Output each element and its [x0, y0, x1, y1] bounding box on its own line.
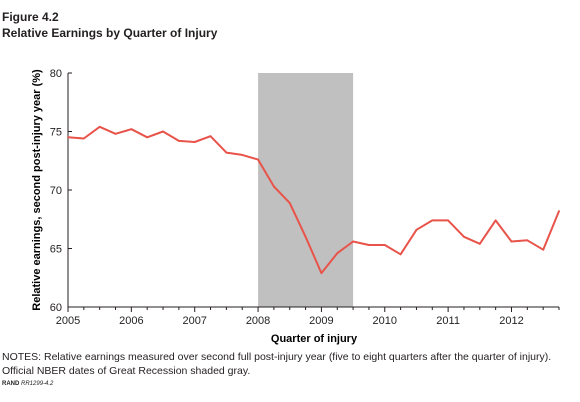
data-point — [399, 253, 402, 256]
data-point — [146, 136, 149, 139]
data-point — [336, 252, 339, 255]
plot-area: 60 65 70 75 80 2005 2006 2007 2008 2009 2010 2011 20… — [50, 68, 560, 327]
data-point — [526, 239, 529, 242]
data-point — [162, 130, 164, 133]
y-tick-label: 80 — [50, 68, 62, 80]
y-tick-label: 70 — [50, 185, 62, 197]
credit-line: RAND RR1299-4.2 — [2, 381, 53, 387]
y-axis-label: Relative earnings, second post-injury ye… — [31, 69, 43, 311]
credit-code: RR1299-4.2 — [21, 381, 54, 387]
chart-notes: NOTES: Relative earnings measured over s… — [2, 351, 552, 377]
data-point — [273, 185, 275, 188]
data-point — [257, 158, 259, 161]
x-tick-label: 2005 — [56, 315, 80, 327]
y-tick-label: 75 — [50, 127, 62, 139]
data-point — [431, 219, 434, 222]
data-point — [82, 137, 85, 140]
data-point — [241, 154, 244, 156]
data-point — [510, 240, 513, 243]
figure-label: Figure 4.2 — [2, 10, 59, 24]
data-point — [494, 219, 497, 222]
x-tick-label: 2009 — [309, 315, 333, 327]
data-point — [542, 248, 545, 251]
series-line — [67, 125, 560, 275]
data-point — [288, 201, 291, 204]
y-tick-label: 65 — [50, 244, 62, 256]
data-point — [177, 139, 180, 142]
x-tick-label: 2008 — [246, 315, 270, 327]
data-point — [415, 228, 418, 231]
data-point — [130, 128, 133, 131]
data-point — [352, 240, 354, 243]
recession-shading — [258, 73, 354, 307]
data-point — [67, 136, 69, 139]
data-point — [320, 272, 323, 274]
data-point — [193, 141, 196, 143]
figure-title: Relative Earnings by Quarter of Injury — [2, 26, 218, 40]
data-point — [558, 210, 560, 212]
data-point — [368, 244, 370, 246]
y-tick-label: 60 — [50, 302, 62, 314]
x-tick-label: 2012 — [499, 315, 523, 327]
data-point — [463, 235, 465, 238]
data-point — [98, 125, 101, 128]
data-point — [304, 235, 307, 238]
data-point — [383, 244, 386, 246]
credit-org: RAND — [2, 381, 20, 387]
x-tick-label: 2006 — [119, 315, 143, 327]
data-point — [225, 151, 228, 154]
data-point — [447, 219, 450, 222]
x-tick-label: 2010 — [373, 315, 397, 327]
line-chart: 60 65 70 75 80 2005 2006 2007 2008 2009 2010 2011 20… — [31, 68, 560, 345]
data-point — [209, 135, 212, 138]
x-tick-label: 2007 — [182, 315, 206, 327]
data-point — [478, 242, 481, 245]
x-tick-label: 2011 — [436, 315, 460, 327]
data-point — [114, 132, 117, 135]
x-axis-label: Quarter of injury — [271, 333, 358, 345]
